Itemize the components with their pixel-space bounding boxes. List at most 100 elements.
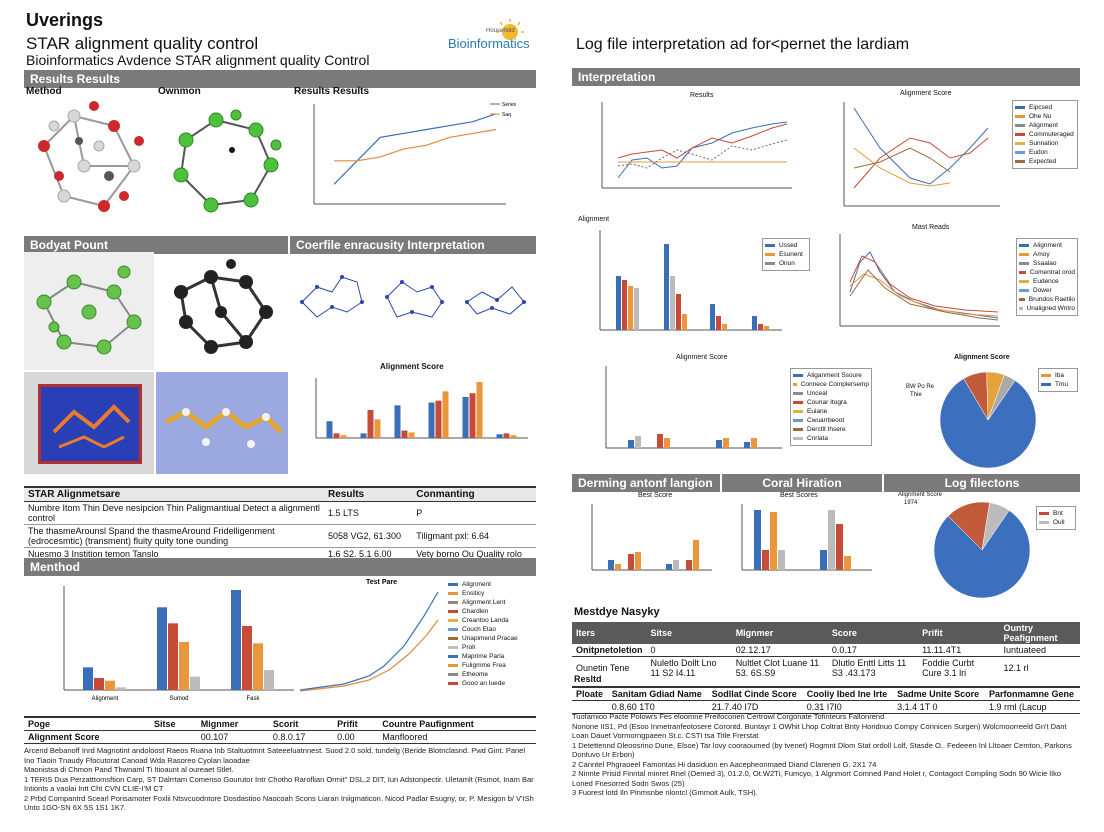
pie-slice (933, 510, 1031, 599)
legend-swatch (793, 401, 803, 404)
logo-text: Bioinformatics (448, 36, 530, 51)
bar (401, 430, 408, 438)
legend-label: Etheome (462, 671, 489, 678)
legend-swatch (1041, 383, 1051, 386)
bar (94, 678, 104, 690)
legend-swatch (448, 592, 458, 595)
legend-swatch (448, 628, 458, 631)
legend-swatch (793, 392, 803, 395)
footnote: Nonone IIS1, Pd (Esoo Inmetranfeotosere … (572, 721, 1067, 741)
legend-item: Eipcsed (1015, 103, 1075, 112)
pie-label: Thie (910, 392, 922, 398)
results-line-chart: Series Saq (290, 96, 534, 232)
legend-label: Alignment Lent (462, 599, 506, 606)
right-title: Log file interpretation ad for<pernet th… (576, 36, 910, 53)
bar (408, 432, 415, 438)
cell: 0.8.0.17 (272, 732, 306, 742)
right-notes: Tuofamioo Pacte Polowrs Fes eloomne Prei… (572, 712, 1080, 798)
legend-item: Brundos Raetilo (1019, 295, 1075, 304)
footnote: Tuofamioo Pacte Polowrs Fes eloomne Prei… (572, 712, 885, 721)
th: Ploate (576, 689, 604, 699)
method-col-label: Method (26, 86, 62, 97)
legend-swatch (793, 419, 803, 422)
legend-item: Expected (1015, 157, 1075, 166)
series-line (333, 113, 497, 185)
legend-item: Creantoo Landa (448, 616, 536, 625)
legend-label: Iba (1055, 372, 1065, 379)
legend-e: Iba Tmu (1038, 368, 1078, 392)
protein-chain-image (156, 372, 288, 474)
th: Sitse (650, 628, 673, 638)
th-results: Results (328, 489, 365, 500)
table-row: 0.8.60 1T0 21.7.40 I7D 0.31 I7I0 3.1.4 1… (572, 701, 1080, 714)
ownmon-col-label: Ownmon (158, 86, 201, 97)
mast-reads-line-chart: Mast Reads Alignment Amoy Ssaalao Comentrat… (820, 222, 1080, 334)
cell: 00.107 (200, 732, 229, 742)
legend-label: Eudon (1029, 149, 1048, 156)
bar (462, 396, 469, 438)
legend-item: Iba (1041, 371, 1075, 380)
legend-swatch (1015, 160, 1025, 163)
cell: Manfloored (382, 732, 428, 742)
row3-header-b: Coral Hiration (722, 474, 882, 492)
chart-title: Alignment Score (380, 362, 444, 371)
legend-label: Fuligmme Frea (462, 662, 506, 669)
legend-swatch (448, 655, 458, 658)
cell: Nuesmo 3 Instition temon Tanslo (28, 549, 159, 559)
test-pare-legend: Alignment Ensiticy Alignment Lent Chardlen C… (448, 580, 536, 688)
chart-title: Alignment Score (900, 90, 952, 97)
th: Sitse (154, 719, 176, 729)
svg-text:Saq: Saq (502, 112, 511, 118)
legend-swatch (448, 664, 458, 667)
chart-title: Alignment Score (676, 354, 728, 361)
legend-item: Esunent (765, 250, 807, 259)
legend-swatch (1039, 521, 1049, 524)
legend-item: Bnt (1039, 509, 1073, 518)
legend-item: Maprime Parla (448, 652, 536, 661)
bar (367, 410, 374, 438)
legend-label: Ohe Nu (1029, 113, 1052, 120)
left-footnotes: Arcend Bebanoff Inrd Magnotint andoloost… (24, 746, 536, 813)
legend-label: Expected (1029, 158, 1057, 165)
bar (503, 433, 510, 438)
legend-label: Ssaalao (1033, 260, 1057, 267)
legend-label: Dower (1033, 287, 1052, 294)
cell: 0.31 I7I0 (806, 702, 842, 712)
footnote: Arcend Bebanoff Inrd Magnotint andoloost… (24, 746, 526, 765)
bar (264, 670, 274, 690)
methods-header: Mestdye Nasyky (574, 606, 660, 618)
legend-swatch (448, 619, 458, 622)
legend-item: Aliganment Ssoure (793, 371, 869, 380)
bar (333, 433, 340, 438)
bar (179, 642, 189, 690)
legend-swatch (448, 673, 458, 676)
methods-table: Iters Sitse Mignmer Score Prifit Ountry … (572, 622, 1080, 679)
cell: 1.6 S2. 5.1 6.00 (328, 549, 392, 559)
cell: 3.1.4 1T 0 (897, 702, 938, 712)
bar (83, 667, 93, 690)
legend-label: Gooo an Iuede (462, 680, 506, 687)
legend-swatch (793, 410, 803, 413)
legend-swatch (793, 428, 803, 431)
tick-label: Fask (246, 696, 260, 702)
legend-label: Cnrlata (807, 435, 828, 442)
alignment-score-bar-chart-right: Alignment Score Aliganment Ssoure Connece… (572, 354, 880, 462)
legend-label: Alignment (1029, 122, 1058, 129)
legend-item: Alignment (1019, 241, 1075, 250)
chart-legend: Series Saq (490, 102, 517, 118)
cell: 21.7.40 I7D (711, 702, 759, 712)
legend-swatch (1039, 512, 1049, 515)
legend-item: Alignment (1015, 121, 1075, 130)
legend-label: Chardlen (462, 608, 489, 615)
cell: Ounetin Tene (576, 663, 630, 673)
legend-label: Onun (779, 260, 795, 267)
bar (469, 393, 476, 438)
cell: Vety borno Ou Quality rolo (416, 549, 522, 559)
bar (374, 419, 381, 438)
legend-swatch (765, 262, 775, 265)
th: Cooliy Ibed Ine Irte (806, 689, 888, 699)
legend-swatch (448, 637, 458, 640)
th: Mignmer (735, 628, 774, 638)
page-table: Poge Sitse Mignmer Scorit Prifit Countre… (24, 716, 536, 744)
best-score-chart: Best Score (572, 490, 720, 602)
